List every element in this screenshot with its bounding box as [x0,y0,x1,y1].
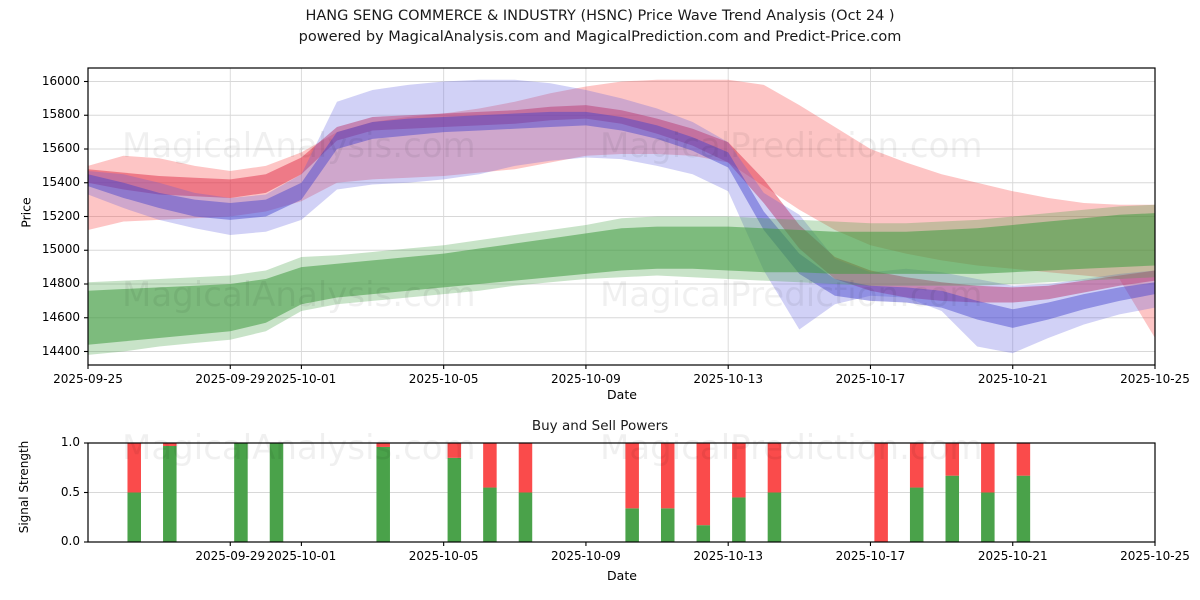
price-ytick-label: 15600 [41,141,80,155]
price-ytick-label: 14800 [41,276,80,290]
signal-xtick-label: 2025-10-05 [408,549,479,563]
signal-xtick-label: 2025-10-01 [266,549,337,563]
page-title: HANG SENG COMMERCE & INDUSTRY (HSNC) Pri… [305,8,895,24]
buy-sell-powers-chart [0,435,1200,550]
buy-bar [518,492,533,542]
page-subtitle: powered by MagicalAnalysis.com and Magic… [298,29,902,45]
buy-bar [660,508,675,542]
bar-chart-title: Buy and Sell Powers [531,418,669,434]
sell-bar [163,443,177,446]
price-ytick-label: 15000 [41,242,80,257]
buy-bar [981,492,995,542]
signal-xtick-label: 2025-10-13 [693,549,764,563]
buy-bar [625,508,639,542]
buy-bar [732,497,746,542]
signal-ytick-label: 1.0 [60,435,80,449]
buy-bar [945,475,960,542]
signal-xtick-label: 2025-10-09 [551,549,621,563]
price-xtick-label: 2025-09-25 [53,372,123,386]
price-chart-svg [84,67,1156,369]
price-ytick-label: 15200 [41,208,80,223]
buy-bar [376,446,390,542]
price-ytick-label: 15400 [41,174,80,189]
buy-bar [1016,475,1031,542]
sell-bar [376,443,390,447]
price-xtick-label: 2025-09-29 [195,372,266,386]
sell-bar [660,443,675,509]
sell-bar [447,443,462,458]
price-ytick-label: 14600 [41,309,80,324]
price-wave-chart [0,55,1200,375]
bar-chart-svg [84,442,1156,546]
price-xtick-label: 2025-10-09 [551,372,621,386]
price-xtick-label: 2025-10-13 [693,372,764,386]
buy-bar [127,492,141,542]
buy-bar [269,443,284,542]
buy-bar [767,492,782,542]
sell-bar [874,443,888,542]
sell-bar [909,443,924,488]
bar-xaxis-label: Date [607,568,637,583]
price-ytick-label: 15800 [41,107,80,122]
price-xtick-label: 2025-10-25 [1120,372,1190,386]
sell-bar [625,443,639,509]
sell-bar [732,443,746,498]
price-xaxis-label: Date [607,387,637,402]
buy-bar [447,457,462,542]
price-xtick-label: 2025-10-17 [835,372,906,386]
price-xtick-label: 2025-10-01 [266,372,337,386]
buy-bar [483,487,497,542]
sell-bar [1016,443,1031,476]
sell-bar [767,443,782,493]
signal-xtick-label: 2025-10-25 [1120,549,1190,563]
signal-xtick-label: 2025-10-17 [835,549,906,563]
price-xtick-label: 2025-10-21 [977,372,1048,386]
price-ytick-label: 14400 [41,343,80,358]
price-xtick-label: 2025-10-05 [408,372,479,386]
buy-bar [909,487,924,542]
signal-xtick-label: 2025-10-21 [977,549,1048,563]
signal-ytick-label: 0.0 [60,534,80,548]
buy-bar [234,443,248,542]
sell-bar [981,443,995,493]
sell-bar [945,443,960,476]
buy-bar [163,445,177,542]
sell-bar [696,443,711,526]
sell-bar [483,443,497,488]
sell-bar [518,443,533,493]
price-ytick-label: 16000 [41,73,80,88]
signal-xtick-label: 2025-09-29 [195,549,266,563]
sell-bar [127,443,141,493]
buy-bar [696,525,711,542]
signal-ytick-label: 0.5 [60,484,80,499]
